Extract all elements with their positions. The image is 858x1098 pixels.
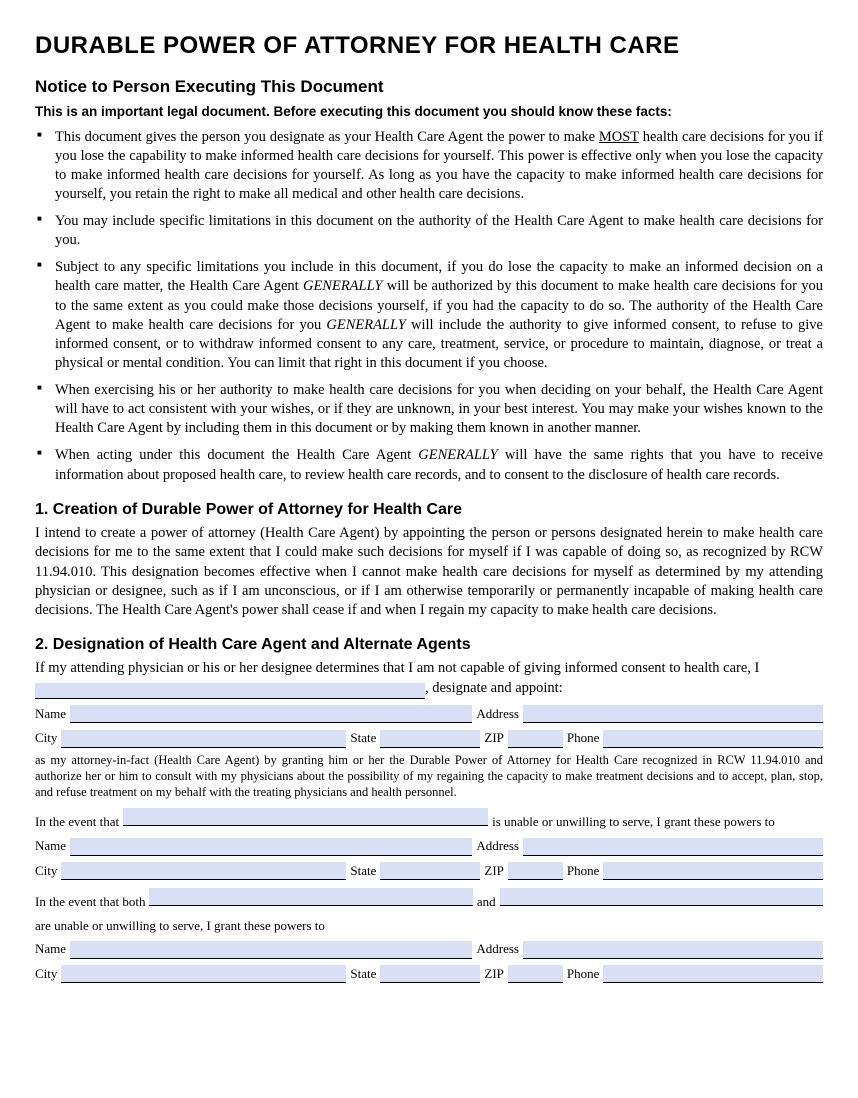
agent2-name-row: Name Address	[35, 837, 823, 856]
page-title: DURABLE POWER OF ATTORNEY FOR HEALTH CAR…	[35, 30, 823, 62]
event2-row1: In the event that both and	[35, 888, 823, 911]
list-item: This document gives the person you desig…	[55, 128, 823, 205]
text-part: If my attending physician or his or her …	[35, 660, 759, 676]
city-label: City	[35, 862, 57, 881]
phone-label: Phone	[567, 729, 600, 748]
list-item: You may include specific limitations in …	[55, 212, 823, 250]
zip-label: ZIP	[484, 862, 504, 881]
underlined-word: MOST	[599, 129, 639, 145]
agent1-name-row: Name Address	[35, 705, 823, 724]
section1-heading: 1. Creation of Durable Power of Attorney…	[35, 499, 823, 521]
italic-word: GENERALLY	[326, 317, 405, 333]
agent3-address-field[interactable]	[523, 941, 823, 959]
agent3-phone-field[interactable]	[603, 965, 823, 983]
section2-heading: 2. Designation of Health Care Agent and …	[35, 634, 823, 656]
agent3-city-row: City State ZIP Phone	[35, 965, 823, 984]
text: This document gives the person you desig…	[55, 129, 599, 145]
agent1-zip-field[interactable]	[508, 730, 563, 748]
state-label: State	[350, 862, 376, 881]
agent2-city-field[interactable]	[61, 862, 346, 880]
address-label: Address	[476, 837, 519, 856]
text: In the event that both	[35, 893, 145, 911]
intro-text: This is an important legal document. Bef…	[35, 103, 823, 121]
and-text: and	[477, 893, 496, 911]
agent2-city-row: City State ZIP Phone	[35, 862, 823, 881]
name-label: Name	[35, 705, 66, 724]
agent2-state-field[interactable]	[380, 862, 480, 880]
list-item: When acting under this document the Heal…	[55, 446, 823, 484]
text: In the event that	[35, 813, 119, 831]
name-label: Name	[35, 940, 66, 959]
address-label: Address	[476, 940, 519, 959]
list-item: Subject to any specific limitations you …	[55, 258, 823, 373]
agent1-state-field[interactable]	[380, 730, 480, 748]
facts-list: This document gives the person you desig…	[35, 128, 823, 485]
zip-label: ZIP	[484, 965, 504, 984]
agent1-name-field[interactable]	[70, 705, 472, 723]
zip-label: ZIP	[484, 729, 504, 748]
grant-text: as my attorney-in-fact (Health Care Agen…	[35, 752, 823, 801]
event1-name-field[interactable]	[123, 808, 488, 826]
address-label: Address	[476, 705, 519, 724]
agent3-name-field[interactable]	[70, 941, 472, 959]
text: are unable or unwilling to serve, I gran…	[35, 917, 325, 935]
phone-label: Phone	[567, 965, 600, 984]
state-label: State	[350, 965, 376, 984]
event2-row2: are unable or unwilling to serve, I gran…	[35, 917, 823, 935]
agent2-phone-field[interactable]	[603, 862, 823, 880]
italic-word: GENERALLY	[303, 278, 382, 294]
event2-name1-field[interactable]	[149, 888, 472, 906]
text: If my attending physician or his or her …	[35, 659, 823, 698]
italic-word: GENERALLY	[418, 447, 497, 463]
phone-label: Phone	[567, 862, 600, 881]
agent3-zip-field[interactable]	[508, 965, 563, 983]
agent3-name-row: Name Address	[35, 940, 823, 959]
event1-row: In the event that is unable or unwilling…	[35, 808, 823, 831]
agent1-city-row: City State ZIP Phone	[35, 729, 823, 748]
agent3-city-field[interactable]	[61, 965, 346, 983]
event2-name2-field[interactable]	[500, 888, 823, 906]
notice-heading: Notice to Person Executing This Document	[35, 76, 823, 99]
city-label: City	[35, 965, 57, 984]
section2-lead: If my attending physician or his or her …	[35, 659, 823, 698]
city-label: City	[35, 729, 57, 748]
text: When acting under this document the Heal…	[55, 447, 418, 463]
name-label: Name	[35, 837, 66, 856]
agent2-name-field[interactable]	[70, 838, 472, 856]
text-part: , designate and appoint:	[425, 680, 563, 696]
principal-name-field[interactable]	[35, 683, 425, 699]
agent1-address-field[interactable]	[523, 705, 823, 723]
agent2-address-field[interactable]	[523, 838, 823, 856]
section1-body: I intend to create a power of attorney (…	[35, 524, 823, 620]
list-item: When exercising his or her authority to …	[55, 381, 823, 438]
agent1-city-field[interactable]	[61, 730, 346, 748]
agent1-phone-field[interactable]	[603, 730, 823, 748]
agent2-zip-field[interactable]	[508, 862, 563, 880]
agent3-state-field[interactable]	[380, 965, 480, 983]
state-label: State	[350, 729, 376, 748]
text: is unable or unwilling to serve, I grant…	[492, 813, 775, 831]
